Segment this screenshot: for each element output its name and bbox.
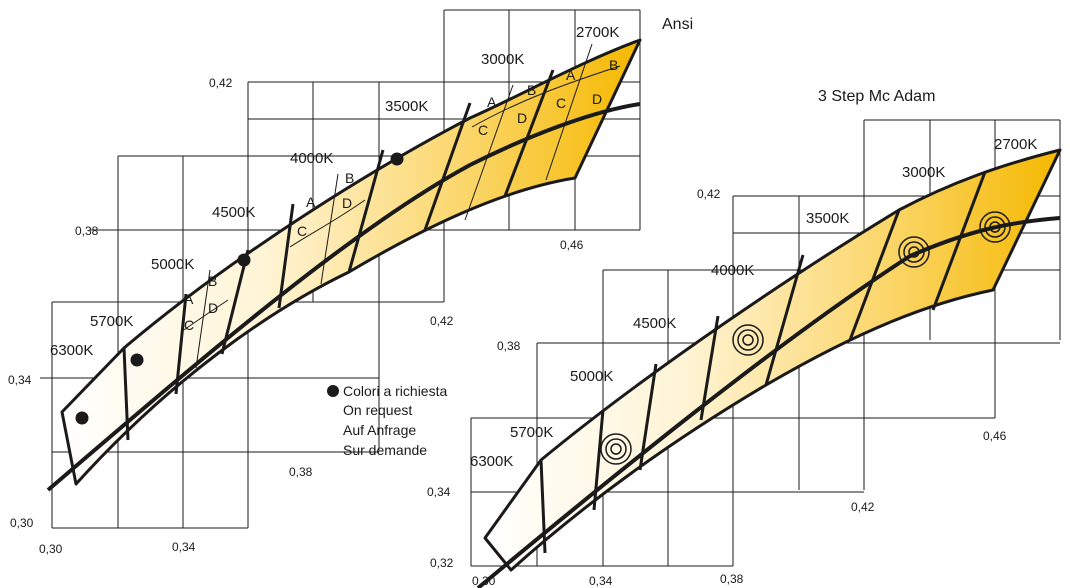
ansi-cell-lines (180, 43, 621, 369)
ansi-on-request-dots (75, 152, 404, 425)
mac-x-tick-046: 0,46 (983, 429, 1007, 443)
ansi-x-tick-038: 0,38 (289, 465, 313, 479)
mac-x-tick-034: 0,34 (589, 574, 613, 588)
ansi-y-tick-034: 0,34 (8, 373, 32, 387)
mac-label-4500k: 4500K (633, 315, 676, 332)
cell-d-4000: D (342, 195, 352, 211)
mac-x-tick-038: 0,38 (720, 572, 744, 586)
cell-d-3000: D (517, 110, 527, 126)
cell-a-3000: A (487, 94, 497, 110)
cell-c-3000: C (478, 122, 488, 138)
cell-b-3000: B (527, 82, 536, 98)
macadam-dividers (539, 171, 987, 554)
label-3000k: 3000K (481, 51, 524, 68)
cell-d-5000: D (208, 300, 218, 316)
legend-line-1: Colori a richiesta (343, 383, 447, 399)
cell-b-4000: B (345, 170, 354, 186)
ansi-title: Ansi (662, 16, 693, 33)
ansi-cct-labels: 2700K 3000K 3500K 4000K 4500K 5000K 5700… (50, 24, 619, 359)
macadam-title: 3 Step Mc Adam (818, 88, 935, 105)
mac-label-3500k: 3500K (806, 210, 849, 227)
macadam-tick-labels: 0,30 0,34 0,38 0,42 0,46 0,32 0,34 0,38 … (427, 187, 1007, 588)
mac-label-2700k: 2700K (994, 136, 1037, 153)
mac-label-5000k: 5000K (570, 368, 613, 385)
label-5000k: 5000K (151, 256, 194, 273)
ansi-y-tick-038: 0,38 (75, 224, 99, 238)
cell-a-2700: A (566, 67, 576, 83)
cell-a-4000: A (306, 194, 316, 210)
macadam-cct-labels: 2700K 3000K 3500K 4000K 4500K 5000K 5700… (470, 136, 1037, 470)
cell-c-2700: C (556, 95, 566, 111)
mac-y-tick-038: 0,38 (497, 339, 521, 353)
macadam-ellipses (600, 211, 1011, 465)
ellipse-5000 (600, 433, 632, 465)
ansi-cell-letters: A B C D A B C D A B C D A B C D (184, 57, 618, 333)
cell-d-2700: D (592, 91, 602, 107)
cell-a-5000: A (184, 291, 194, 307)
legend-line-2: On request (343, 402, 412, 418)
legend-line-3: Auf Anfrage (343, 422, 416, 438)
label-4000k: 4000K (290, 150, 333, 167)
ellipse-2700 (979, 211, 1011, 243)
mac-x-tick-042: 0,42 (851, 500, 875, 514)
legend: Colori a richiesta On request Auf Anfrag… (327, 383, 447, 458)
ansi-planckian-locus (46, 102, 641, 492)
ansi-x-tick-034: 0,34 (172, 540, 196, 554)
ansi-y-tick-030: 0,30 (10, 516, 34, 530)
ansi-tick-labels: 0,30 0,34 0,38 0,42 0,46 0,30 0,34 0,38 … (8, 76, 584, 556)
ellipse-4000 (732, 324, 764, 356)
label-3500k: 3500K (385, 98, 428, 115)
cell-c-4000: C (297, 223, 307, 239)
mac-label-3000k: 3000K (902, 164, 945, 181)
legend-dot (327, 385, 339, 397)
label-4500k: 4500K (212, 204, 255, 221)
legend-line-4: Sur demande (343, 442, 427, 458)
macadam-planckian-locus (476, 216, 1061, 588)
ellipse-3000 (898, 236, 930, 268)
ansi-y-tick-042: 0,42 (209, 76, 233, 90)
mac-label-4000k: 4000K (711, 262, 754, 279)
mac-x-tick-030: 0,30 (472, 574, 496, 588)
mac-y-tick-042: 0,42 (697, 187, 721, 201)
mac-y-tick-034: 0,34 (427, 485, 451, 499)
macadam-diagram: 2700K 3000K 3500K 4000K 4500K 5000K 5700… (427, 88, 1062, 588)
cell-c-5000: C (184, 317, 194, 333)
label-2700k: 2700K (576, 24, 619, 41)
label-5700k: 5700K (90, 313, 133, 330)
label-6300k: 6300K (50, 342, 93, 359)
ansi-x-tick-046: 0,46 (560, 238, 584, 252)
ansi-diagram: A B C D A B C D A B C D A B C D 2700K 30… (8, 9, 693, 556)
mac-label-5700k: 5700K (510, 424, 553, 441)
ansi-x-tick-030: 0,30 (39, 542, 63, 556)
mac-label-6300k: 6300K (470, 453, 513, 470)
cell-b-2700: B (609, 57, 618, 73)
mac-y-tick-032: 0,32 (430, 556, 454, 570)
ansi-x-tick-042: 0,42 (430, 314, 454, 328)
cell-b-5000: B (208, 273, 217, 289)
